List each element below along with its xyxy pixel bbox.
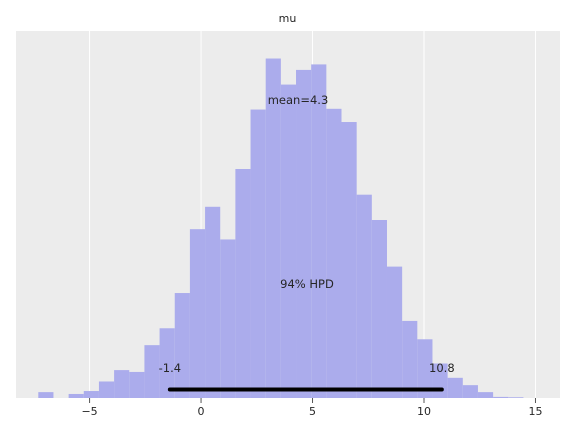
histogram-bar — [371, 220, 387, 398]
histogram-bar — [98, 381, 115, 398]
hpd-low-label: -1.4 — [159, 361, 181, 375]
histogram-bar — [493, 396, 509, 398]
x-tick-label: 10 — [417, 405, 431, 418]
histogram-bar — [174, 293, 190, 398]
histogram-bar — [205, 206, 221, 398]
histogram-bar — [386, 266, 403, 398]
histogram-bar — [326, 108, 342, 398]
histogram-bar — [38, 392, 54, 398]
histogram-bar — [462, 385, 478, 398]
histogram-bars — [38, 58, 524, 399]
histogram-bar — [159, 328, 175, 398]
histogram-bar — [144, 345, 160, 398]
x-tick-label: −5 — [81, 405, 97, 418]
histogram-bar — [477, 392, 494, 398]
histogram-bar — [356, 194, 372, 398]
histogram-bar — [280, 84, 297, 398]
histogram-bar — [68, 393, 84, 398]
chart-title: mu — [279, 12, 297, 25]
hpd-label: 94% HPD — [280, 277, 334, 291]
x-axis-ticks: −5 0 5 10 15 — [81, 398, 542, 418]
histogram-bar — [83, 391, 99, 398]
x-tick-label: 0 — [198, 405, 205, 418]
x-tick-label: 15 — [528, 405, 542, 418]
histogram-bar — [235, 168, 251, 398]
histogram-bar — [265, 58, 281, 399]
histogram-bar — [311, 64, 327, 398]
histogram-bar — [129, 371, 145, 398]
histogram-bar — [114, 370, 130, 398]
histogram-bar — [250, 109, 266, 399]
histogram-bar — [296, 69, 312, 398]
histogram-bar — [402, 320, 418, 398]
x-tick-label: 5 — [309, 405, 316, 418]
histogram-bar — [341, 122, 357, 399]
histogram-bar — [417, 339, 433, 398]
mean-label: mean=4.3 — [268, 93, 329, 107]
histogram-bar — [508, 397, 524, 398]
histogram-bar — [189, 229, 206, 398]
histogram-bar — [220, 239, 236, 398]
hpd-high-label: 10.8 — [429, 361, 455, 375]
histogram-bar — [447, 377, 463, 398]
